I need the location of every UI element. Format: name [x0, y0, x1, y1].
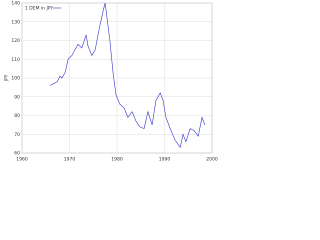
y-tick-label: 130	[11, 19, 20, 25]
page: {"chart_data": {"type": "line", "y_label…	[0, 0, 220, 165]
y-tick-label: 90	[14, 94, 20, 100]
y-tick-label: 120	[11, 38, 20, 44]
data-line	[49, 2, 206, 149]
chart: JPY 60 70 80 90 100 110 120 130 140 1960 1970 1980 1…	[4, 1, 218, 163]
x-tick-label: 1990	[159, 157, 171, 163]
y-tick-label: 140	[11, 1, 20, 7]
y-tick-label: 80	[14, 113, 20, 119]
y-tick-label: 110	[11, 57, 20, 63]
y-tick-label: 100	[11, 76, 20, 82]
y-tick-label: 60	[14, 151, 20, 157]
x-tick-label: 1980	[111, 157, 123, 163]
legend-label: 1 DEM in JPY	[25, 6, 53, 12]
x-tick-label: 1970	[64, 157, 76, 163]
y-axis-label: JPY	[4, 74, 10, 82]
x-tick-label: 2000	[206, 157, 218, 163]
y-tick-label: 70	[14, 132, 20, 138]
x-tick-label: 1960	[16, 157, 28, 163]
